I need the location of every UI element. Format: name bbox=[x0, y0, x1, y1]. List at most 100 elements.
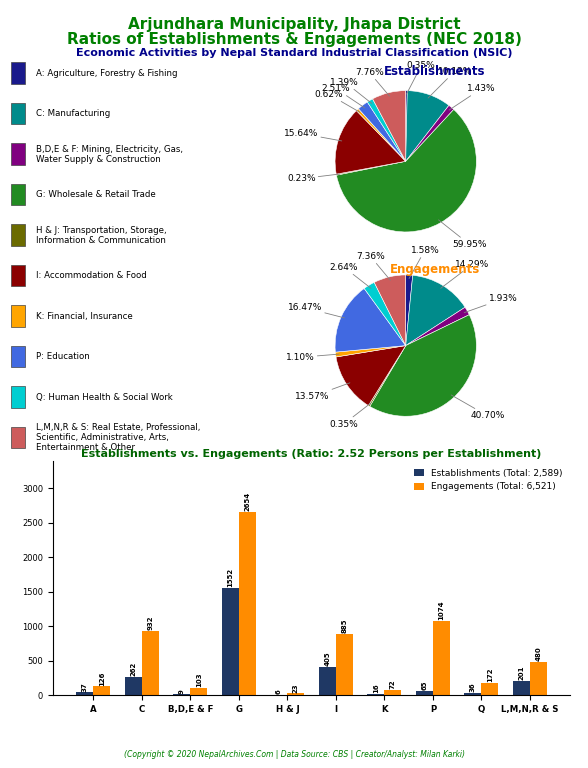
Bar bbox=[93, 687, 111, 695]
Wedge shape bbox=[335, 111, 406, 174]
Bar bbox=[191, 688, 208, 695]
Bar bbox=[239, 512, 256, 695]
Bar bbox=[465, 693, 482, 695]
FancyBboxPatch shape bbox=[11, 184, 25, 205]
Text: 15.64%: 15.64% bbox=[284, 129, 342, 141]
Wedge shape bbox=[336, 346, 406, 406]
FancyBboxPatch shape bbox=[11, 103, 25, 124]
Text: 262: 262 bbox=[131, 662, 136, 676]
Bar bbox=[385, 690, 402, 695]
Wedge shape bbox=[356, 109, 406, 161]
Text: B,D,E & F: Mining, Electricity, Gas,
Water Supply & Construction: B,D,E & F: Mining, Electricity, Gas, Wat… bbox=[36, 144, 183, 164]
Text: 1552: 1552 bbox=[228, 568, 233, 588]
Text: C: Manufacturing: C: Manufacturing bbox=[36, 109, 110, 118]
FancyBboxPatch shape bbox=[11, 346, 25, 367]
Text: G: Wholesale & Retail Trade: G: Wholesale & Retail Trade bbox=[36, 190, 155, 199]
Wedge shape bbox=[368, 99, 406, 161]
Bar bbox=[125, 677, 142, 695]
Text: P: Education: P: Education bbox=[36, 353, 89, 361]
Wedge shape bbox=[373, 91, 406, 161]
Text: 7.76%: 7.76% bbox=[355, 68, 389, 96]
Text: L,M,N,R & S: Real Estate, Professional,
Scientific, Administrative, Arts,
Entert: L,M,N,R & S: Real Estate, Professional, … bbox=[36, 423, 200, 452]
Text: 2.64%: 2.64% bbox=[329, 263, 371, 288]
Bar bbox=[482, 684, 499, 695]
FancyBboxPatch shape bbox=[11, 265, 25, 286]
Text: 14.29%: 14.29% bbox=[440, 260, 490, 288]
Bar bbox=[319, 667, 336, 695]
Wedge shape bbox=[406, 275, 413, 346]
FancyBboxPatch shape bbox=[11, 306, 25, 327]
Text: 2654: 2654 bbox=[245, 492, 250, 511]
Bar bbox=[368, 694, 385, 695]
Bar bbox=[76, 693, 93, 695]
Text: 201: 201 bbox=[519, 666, 524, 680]
Wedge shape bbox=[374, 275, 406, 346]
Wedge shape bbox=[364, 283, 406, 346]
Wedge shape bbox=[406, 275, 465, 346]
Text: 16.47%: 16.47% bbox=[288, 303, 345, 318]
Text: 1.43%: 1.43% bbox=[449, 84, 496, 110]
Text: 72: 72 bbox=[390, 680, 396, 689]
Text: Economic Activities by Nepal Standard Industrial Classification (NSIC): Economic Activities by Nepal Standard In… bbox=[76, 48, 512, 58]
Wedge shape bbox=[359, 102, 406, 161]
Text: 59.95%: 59.95% bbox=[439, 220, 487, 249]
Wedge shape bbox=[336, 161, 406, 175]
Text: I: Accommodation & Food: I: Accommodation & Food bbox=[36, 271, 146, 280]
Legend: Establishments (Total: 2,589), Engagements (Total: 6,521): Establishments (Total: 2,589), Engagemen… bbox=[411, 465, 566, 495]
Bar bbox=[142, 631, 159, 695]
Text: 932: 932 bbox=[148, 615, 153, 630]
Text: 0.35%: 0.35% bbox=[329, 403, 371, 429]
Text: 7.36%: 7.36% bbox=[356, 252, 390, 280]
Text: 16: 16 bbox=[373, 684, 379, 693]
Bar bbox=[513, 681, 530, 695]
Bar bbox=[416, 690, 433, 695]
Wedge shape bbox=[406, 91, 449, 161]
Wedge shape bbox=[406, 91, 407, 161]
Text: 1.58%: 1.58% bbox=[409, 246, 439, 279]
FancyBboxPatch shape bbox=[11, 427, 25, 449]
Text: 23: 23 bbox=[293, 683, 299, 693]
Wedge shape bbox=[369, 346, 406, 406]
FancyBboxPatch shape bbox=[11, 224, 25, 246]
Text: Engagements: Engagements bbox=[390, 263, 480, 276]
Wedge shape bbox=[406, 105, 454, 161]
Bar bbox=[530, 662, 547, 695]
Text: 1.10%: 1.10% bbox=[286, 353, 339, 362]
Text: K: Financial, Insurance: K: Financial, Insurance bbox=[36, 312, 132, 320]
Text: 0.35%: 0.35% bbox=[406, 61, 436, 94]
Bar bbox=[336, 634, 353, 695]
Text: 885: 885 bbox=[342, 619, 348, 633]
Bar bbox=[288, 694, 305, 695]
Text: 480: 480 bbox=[535, 647, 542, 661]
FancyBboxPatch shape bbox=[11, 62, 25, 84]
Text: 0.23%: 0.23% bbox=[287, 174, 340, 184]
Wedge shape bbox=[335, 289, 406, 353]
Text: 6: 6 bbox=[276, 689, 282, 694]
Text: 9: 9 bbox=[179, 689, 185, 694]
Wedge shape bbox=[370, 315, 476, 416]
Text: 13.57%: 13.57% bbox=[295, 382, 350, 401]
Text: (Copyright © 2020 NepalArchives.Com | Data Source: CBS | Creator/Analyst: Milan : (Copyright © 2020 NepalArchives.Com | Da… bbox=[123, 750, 465, 759]
Text: 103: 103 bbox=[196, 673, 202, 687]
Bar bbox=[222, 588, 239, 695]
Text: Arjundhara Municipality, Jhapa District: Arjundhara Municipality, Jhapa District bbox=[128, 17, 460, 32]
Wedge shape bbox=[335, 346, 406, 357]
Text: 65: 65 bbox=[422, 680, 427, 690]
Wedge shape bbox=[336, 110, 476, 232]
Title: Establishments vs. Engagements (Ratio: 2.52 Persons per Establishment): Establishments vs. Engagements (Ratio: 2… bbox=[82, 449, 542, 458]
Text: 37: 37 bbox=[82, 682, 88, 692]
Text: 405: 405 bbox=[325, 652, 330, 667]
Text: 2.51%: 2.51% bbox=[321, 84, 365, 108]
Text: Q: Human Health & Social Work: Q: Human Health & Social Work bbox=[36, 392, 172, 402]
Text: Ratios of Establishments & Engagements (NEC 2018): Ratios of Establishments & Engagements (… bbox=[66, 32, 522, 48]
Text: 1074: 1074 bbox=[439, 601, 445, 620]
Text: 1.93%: 1.93% bbox=[464, 294, 517, 313]
Text: 126: 126 bbox=[99, 671, 105, 686]
Text: 40.70%: 40.70% bbox=[451, 395, 505, 420]
Text: H & J: Transportation, Storage,
Information & Communication: H & J: Transportation, Storage, Informat… bbox=[36, 226, 166, 245]
Text: 10.12%: 10.12% bbox=[428, 67, 472, 98]
Text: 172: 172 bbox=[487, 668, 493, 682]
Text: 0.62%: 0.62% bbox=[315, 90, 360, 112]
Text: Establishments: Establishments bbox=[385, 65, 486, 78]
FancyBboxPatch shape bbox=[11, 144, 25, 165]
